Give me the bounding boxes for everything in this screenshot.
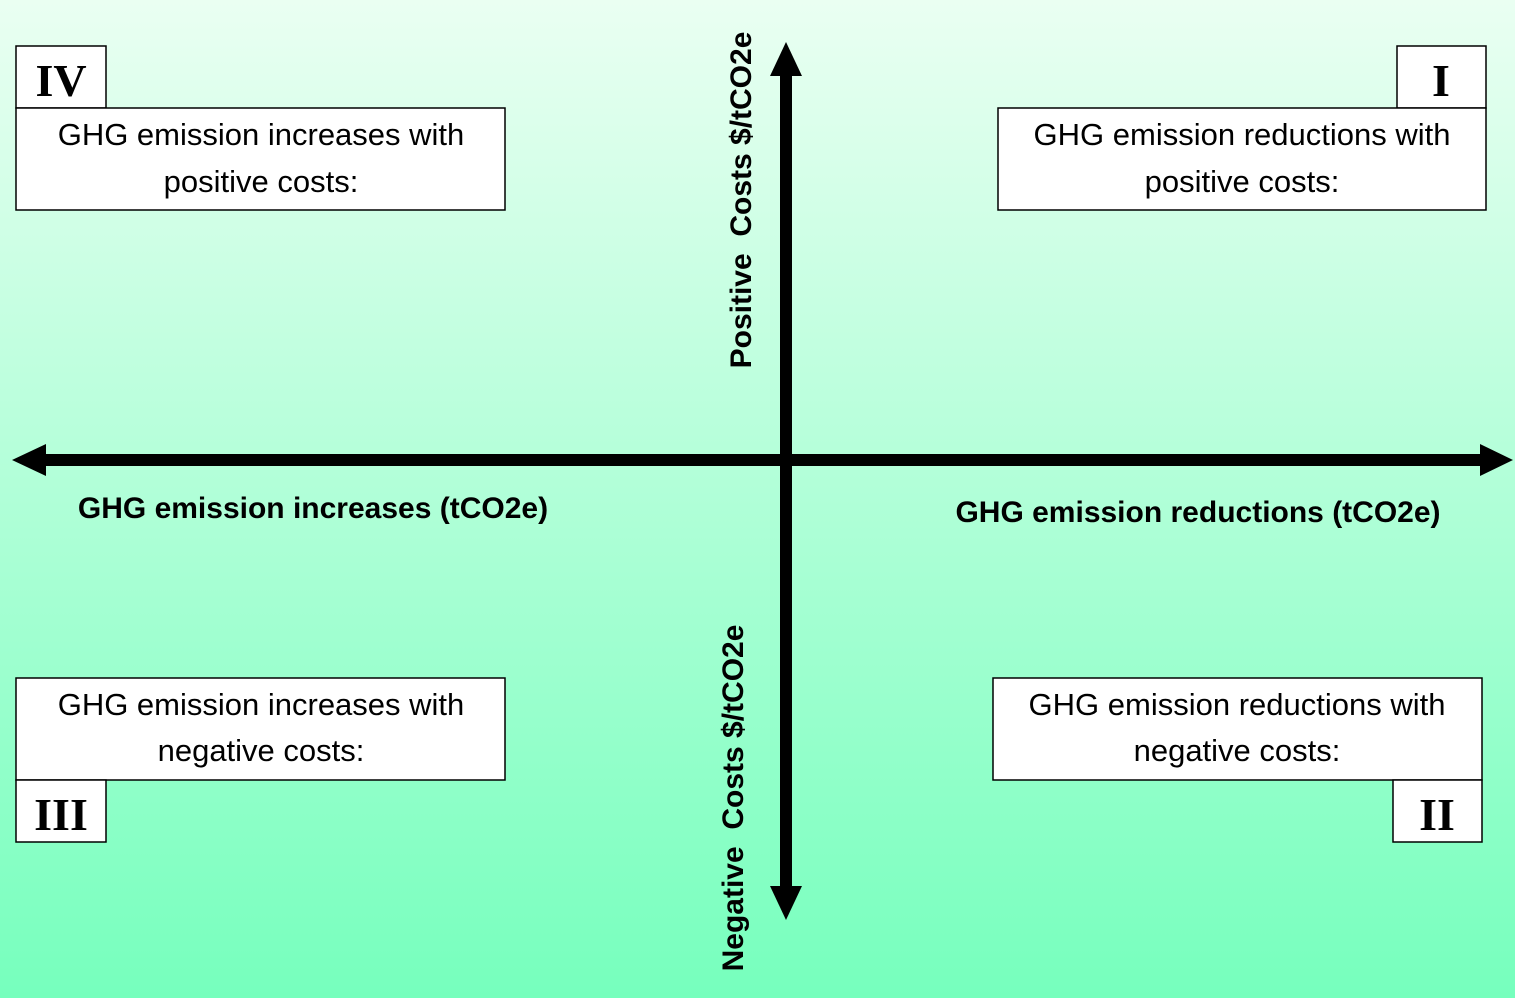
label-line: GHG emission reductions with	[1029, 687, 1446, 722]
label-line: negative costs:	[1134, 733, 1341, 768]
quadrant-i: I GHG emission reductions with positive …	[997, 45, 1487, 211]
label-box	[15, 677, 506, 781]
positive-y-label: Positive Costs $/tCO2e	[725, 32, 758, 369]
x-axis-line	[38, 454, 1488, 466]
numeral-box	[1396, 45, 1487, 109]
label-line: GHG emission reductions with	[1034, 117, 1451, 152]
label-box	[997, 107, 1487, 211]
label-line: negative costs:	[158, 733, 365, 768]
label-box	[992, 677, 1483, 781]
numeral: II	[1419, 789, 1455, 840]
x-axis-arrow-right	[1480, 444, 1513, 476]
numeral-box	[15, 45, 107, 109]
positive-x-label: GHG emission reductions (tCO2e)	[955, 496, 1440, 529]
numeral: I	[1432, 55, 1450, 106]
quadrant-iii: GHG emission increases with negative cos…	[15, 677, 506, 843]
negative-y-label: Negative Costs $/tCO2e	[717, 625, 750, 972]
y-axis-arrow-up	[770, 42, 802, 76]
numeral-box	[15, 779, 107, 843]
x-axis-arrow-left	[12, 444, 46, 476]
quadrant-ii: GHG emission reductions with negative co…	[992, 677, 1483, 843]
numeral-box	[1392, 779, 1483, 843]
axes	[12, 42, 1513, 920]
label-box	[15, 107, 506, 211]
numeral: III	[34, 789, 88, 840]
negative-x-label: GHG emission increases (tCO2e)	[78, 492, 548, 525]
label-line: GHG emission increases with	[58, 117, 465, 152]
label-line: positive costs:	[164, 164, 359, 199]
label-line: positive costs:	[1145, 164, 1340, 199]
label-line: GHG emission increases with	[58, 687, 465, 722]
y-axis-arrow-down	[770, 886, 802, 920]
quadrant-iv: IV GHG emission increases with positive …	[15, 45, 506, 211]
y-axis-line	[780, 70, 792, 892]
numeral: IV	[35, 55, 86, 106]
